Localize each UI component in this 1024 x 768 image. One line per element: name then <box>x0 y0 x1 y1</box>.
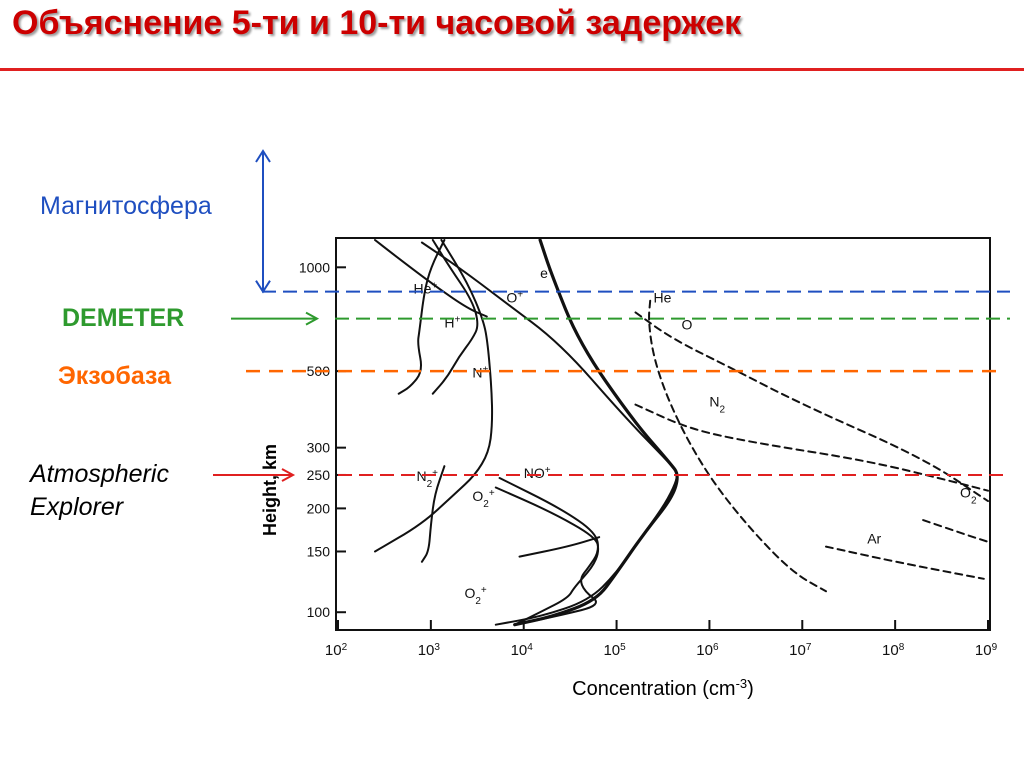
slide-title: Объяснение 5-ти и 10-ти часовой задержек <box>12 4 742 42</box>
series-o <box>634 311 989 503</box>
reference-line-layer <box>213 149 1010 482</box>
atmospheric-explorer-line2: Explorer <box>30 493 124 521</box>
atmospheric-explorer-label: Atmospheric Explorer <box>30 458 230 524</box>
up-arrow-icon <box>255 149 271 163</box>
y-tick-label: 1000 <box>299 259 330 275</box>
series-label-he: He <box>654 290 672 306</box>
series-h <box>397 239 446 395</box>
series-h-upper <box>431 239 479 395</box>
series-label-no: NO+ <box>524 464 551 481</box>
title-divider <box>0 68 1024 71</box>
series-no <box>498 477 599 626</box>
series-label-o: O+ <box>506 289 523 306</box>
x-tick-label: 103 <box>418 642 441 660</box>
x-tick-label: 108 <box>882 642 905 660</box>
series-he <box>374 239 488 318</box>
y-tick-label: 200 <box>307 500 331 516</box>
series-o2-low <box>518 536 601 558</box>
tick-layer: 102 103 104 105 106 107 108 1091001502002503005… <box>299 259 998 659</box>
x-tick-label: 102 <box>325 642 348 660</box>
series-label-n2: N2 <box>709 393 725 415</box>
series-n2 <box>420 465 446 563</box>
series-label-o2-low: O2+ <box>464 584 486 606</box>
y-tick-label: 100 <box>307 604 331 620</box>
right-arrow-icon <box>281 468 296 482</box>
y-tick-label: 300 <box>307 440 331 456</box>
series-label-ar: Ar <box>867 531 881 547</box>
x-axis-title: Concentration (cm-3) <box>572 676 754 701</box>
series-n2 <box>634 403 989 492</box>
series-label-e: e- <box>540 265 551 282</box>
series-o2 <box>922 519 989 543</box>
demeter-label: DEMETER <box>62 304 185 332</box>
right-arrow-icon <box>305 311 320 326</box>
series-label-n2: N2+ <box>416 468 438 490</box>
series-label-o: O <box>681 317 692 333</box>
x-tick-label: 104 <box>511 642 534 660</box>
x-tick-label: 106 <box>696 642 719 660</box>
series-layer <box>374 238 989 627</box>
x-tick-label: 105 <box>603 642 626 660</box>
magnetosphere-label: Магнитосфера <box>40 192 212 220</box>
series-o <box>420 241 678 626</box>
x-tick-label: 107 <box>789 642 812 660</box>
y-axis-title: Height, km <box>260 444 280 536</box>
series-n <box>374 239 494 553</box>
atmospheric-explorer-line1: Atmospheric <box>30 460 169 488</box>
down-arrow-icon <box>255 280 271 294</box>
series-o2 <box>494 486 600 626</box>
plot-frame <box>335 237 991 631</box>
series-ar <box>825 545 985 580</box>
y-tick-label: 250 <box>307 467 331 483</box>
series-label-he: He+ <box>413 280 437 297</box>
series-label-h: H+ <box>444 314 460 331</box>
series-label-o2: O2 <box>960 485 977 507</box>
exobase-label: Экзобаза <box>58 362 172 390</box>
y-tick-label: 150 <box>307 543 331 559</box>
x-tick-label: 109 <box>975 642 998 660</box>
series-he <box>648 299 827 593</box>
series-label-o2: O2+ <box>472 488 494 510</box>
